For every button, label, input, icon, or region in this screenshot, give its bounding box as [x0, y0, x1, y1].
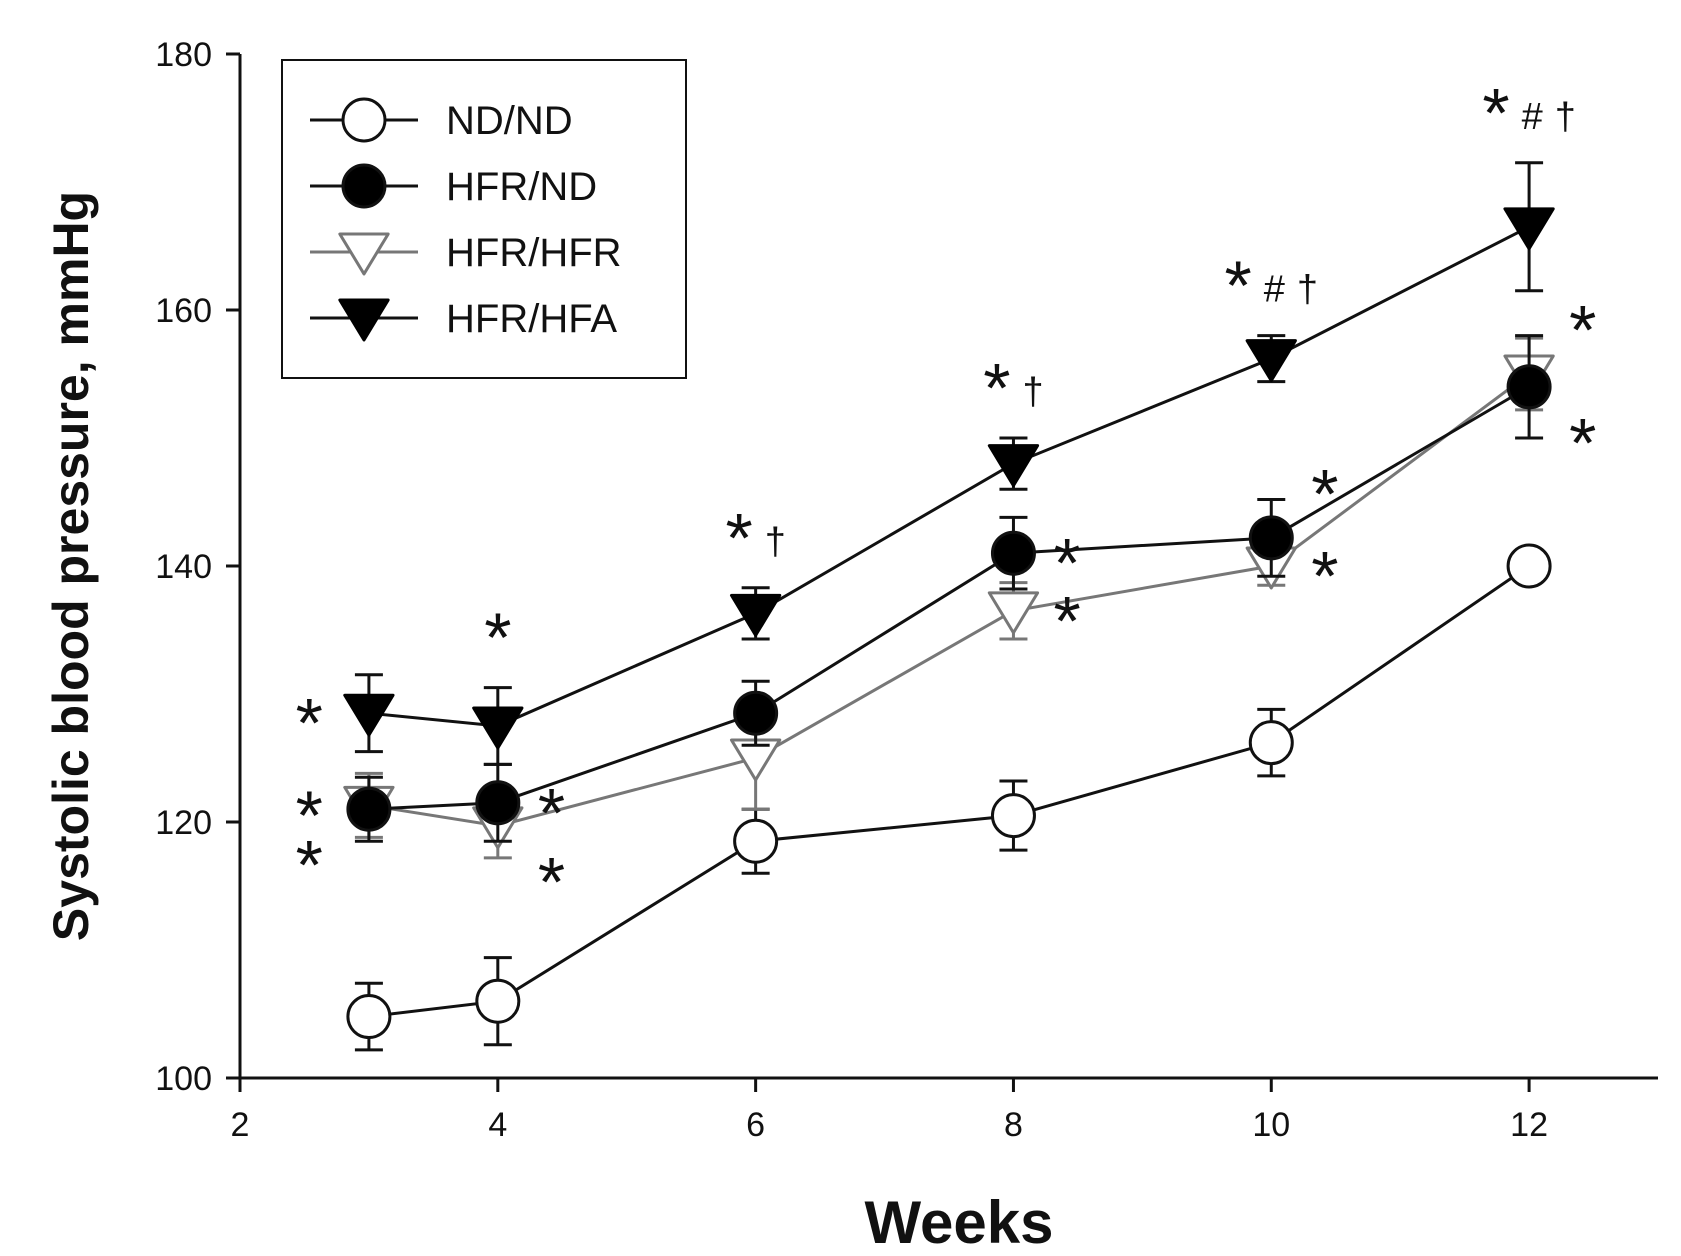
significance-glyph: * — [538, 843, 565, 921]
y-tick-label: 100 — [155, 1060, 212, 1098]
legend-label: HFR/HFR — [446, 231, 622, 275]
data-point — [346, 786, 392, 832]
data-point — [1506, 543, 1552, 589]
y-tick-label: 180 — [155, 36, 212, 74]
significance-glyph: # — [1264, 269, 1285, 311]
data-point — [1506, 364, 1552, 410]
data-point — [990, 530, 1036, 576]
data-point — [1503, 207, 1555, 251]
significance-marker: * — [1569, 291, 1596, 369]
x-tick-label: 6 — [746, 1106, 765, 1144]
significance-glyph: # — [1522, 96, 1543, 138]
x-tick-label: 10 — [1252, 1106, 1290, 1144]
legend-marker-icon — [338, 298, 390, 342]
significance-annotations: ******* †* †*** # †*** # †** — [296, 74, 1597, 921]
significance-glyph: * — [1053, 582, 1080, 660]
significance-glyph: * — [725, 499, 752, 577]
significance-marker: * — [296, 826, 323, 904]
axes: 2 4 6 8 10 12 100 120 140 160 180 — [155, 36, 1658, 1144]
significance-glyph: * — [538, 774, 565, 852]
legend-label: HFR/ND — [446, 165, 597, 209]
data-point — [987, 444, 1040, 488]
significance-marker: * — [538, 843, 565, 921]
legend-item: HFR/ND — [310, 163, 597, 209]
data-point — [1245, 339, 1297, 383]
data-point — [990, 793, 1036, 839]
significance-glyph: * — [296, 826, 323, 904]
data-point — [1248, 515, 1294, 561]
legend-item: HFR/HFR — [310, 231, 622, 276]
y-tick-label: 140 — [155, 548, 212, 586]
significance-glyph: * — [1311, 455, 1338, 533]
data-point — [733, 690, 779, 736]
x-tick-label: 4 — [488, 1106, 507, 1144]
significance-marker: * # † — [1225, 247, 1319, 325]
significance-marker: * — [484, 599, 511, 677]
legend-item: ND/ND — [310, 97, 573, 143]
significance-glyph: * — [484, 599, 511, 677]
legend-marker-icon — [338, 232, 390, 276]
data-point — [733, 818, 779, 864]
significance-glyph: * — [1569, 404, 1596, 482]
significance-marker: * — [1311, 455, 1338, 533]
significance-glyph: * — [296, 684, 323, 762]
significance-glyph: * — [983, 349, 1010, 427]
significance-glyph: * — [1482, 74, 1509, 152]
legend-marker-icon — [341, 163, 387, 209]
significance-glyph: † — [1023, 371, 1044, 413]
significance-glyph: † — [1555, 96, 1576, 138]
x-tick-label: 8 — [1004, 1106, 1023, 1144]
data-point — [1248, 720, 1294, 766]
series-line — [368, 225, 1530, 728]
series-nd-nd — [346, 543, 1552, 1052]
data-point — [729, 593, 782, 637]
series-group — [343, 161, 1555, 1052]
significance-marker: * † — [725, 499, 785, 577]
significance-glyph: * — [1225, 247, 1252, 325]
x-tick-label: 2 — [231, 1106, 250, 1144]
series-line — [368, 385, 1530, 811]
significance-marker: * — [1053, 524, 1080, 602]
significance-glyph: † — [765, 521, 786, 563]
legend-label: HFR/HFA — [446, 297, 617, 341]
y-tick-label: 120 — [155, 804, 212, 842]
y-axis-title: Systolic blood pressure, mmHg — [43, 191, 99, 941]
significance-glyph: * — [1569, 291, 1596, 369]
data-point — [472, 706, 524, 750]
significance-glyph: * — [1311, 537, 1338, 615]
legend: ND/ND HFR/ND HFR/HFR HFR/HFA — [281, 59, 687, 379]
data-point — [475, 780, 521, 826]
significance-marker: * — [296, 684, 323, 762]
data-point — [475, 978, 521, 1024]
significance-marker: * # † — [1482, 74, 1576, 152]
significance-marker: * — [1569, 404, 1596, 482]
significance-marker: * — [296, 776, 323, 854]
series-hfr-hfr — [343, 336, 1555, 860]
significance-glyph: * — [296, 776, 323, 854]
significance-glyph: * — [1053, 524, 1080, 602]
data-point — [987, 591, 1040, 635]
legend-label: ND/ND — [446, 99, 573, 143]
significance-marker: * — [1311, 537, 1338, 615]
x-axis-title: Weeks — [864, 1189, 1053, 1256]
series-line — [368, 372, 1530, 828]
legend-marker-icon — [341, 97, 387, 143]
significance-glyph: † — [1297, 269, 1318, 311]
data-point — [343, 693, 395, 737]
x-tick-label: 12 — [1510, 1106, 1548, 1144]
significance-marker: * — [1053, 582, 1080, 660]
legend-item: HFR/HFA — [310, 297, 617, 342]
y-tick-label: 160 — [155, 292, 212, 330]
data-point — [346, 994, 392, 1040]
series-hfr-hfa — [343, 161, 1555, 766]
significance-marker: * † — [983, 349, 1043, 427]
significance-marker: * — [538, 774, 565, 852]
series-hfr-nd — [346, 334, 1552, 843]
